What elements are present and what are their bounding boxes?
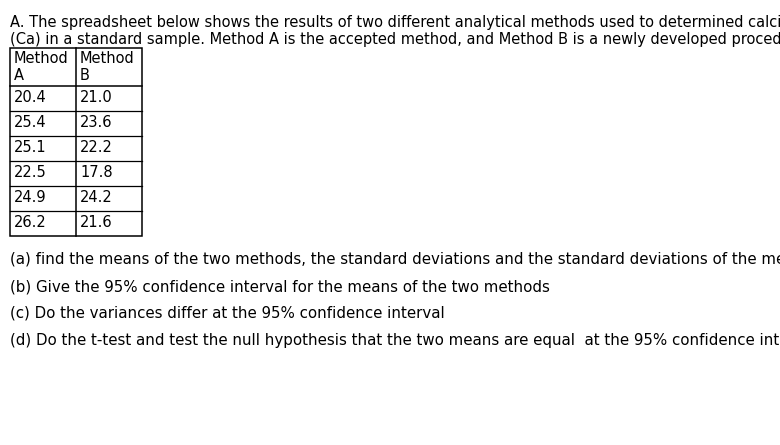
Text: 26.2: 26.2 xyxy=(14,215,47,230)
Text: 22.2: 22.2 xyxy=(80,140,113,155)
Text: 21.6: 21.6 xyxy=(80,215,112,230)
Text: (Ca) in a standard sample. Method A is the accepted method, and Method B is a ne: (Ca) in a standard sample. Method A is t… xyxy=(10,32,780,47)
Text: A. The spreadsheet below shows the results of two different analytical methods u: A. The spreadsheet below shows the resul… xyxy=(10,15,780,30)
Text: (c) Do the variances differ at the 95% confidence interval: (c) Do the variances differ at the 95% c… xyxy=(10,306,445,321)
Text: 17.8: 17.8 xyxy=(80,165,112,180)
Text: A: A xyxy=(14,68,24,83)
Bar xyxy=(10,48,142,236)
Text: (b) Give the 95% confidence interval for the means of the two methods: (b) Give the 95% confidence interval for… xyxy=(10,279,550,294)
Text: B: B xyxy=(80,68,90,83)
Text: (d) Do the t-test and test the null hypothesis that the two means are equal  at : (d) Do the t-test and test the null hypo… xyxy=(10,333,780,348)
Text: 23.6: 23.6 xyxy=(80,115,112,130)
Text: 20.4: 20.4 xyxy=(14,90,47,105)
Text: 21.0: 21.0 xyxy=(80,90,113,105)
Text: Method: Method xyxy=(80,51,135,66)
Text: 24.2: 24.2 xyxy=(80,190,113,205)
Text: (a) find the means of the two methods, the standard deviations and the standard : (a) find the means of the two methods, t… xyxy=(10,252,780,267)
Text: 24.9: 24.9 xyxy=(14,190,47,205)
Text: 22.5: 22.5 xyxy=(14,165,47,180)
Text: Method: Method xyxy=(14,51,69,66)
Text: 25.1: 25.1 xyxy=(14,140,47,155)
Text: 25.4: 25.4 xyxy=(14,115,47,130)
